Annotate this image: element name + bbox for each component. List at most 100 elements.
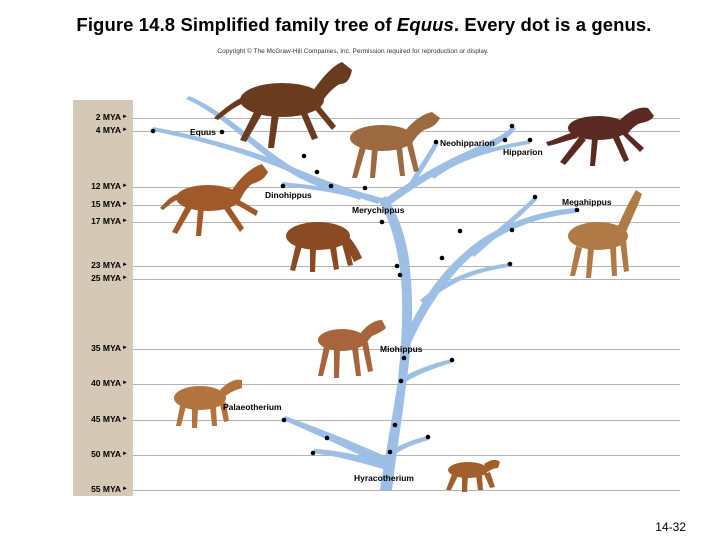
time-axis-band — [73, 100, 133, 496]
branch — [470, 197, 537, 257]
time-tick: 40 MYA ► — [73, 378, 128, 396]
genus-dot — [509, 227, 515, 233]
time-tick: 25 MYA ► — [73, 273, 128, 291]
time-tick: 4 MYA ► — [73, 125, 128, 143]
tick-arrow-icon: ► — [122, 416, 128, 422]
gridline — [133, 490, 680, 491]
time-tick: 15 MYA ► — [73, 199, 128, 217]
branch — [430, 140, 530, 179]
genus-dot — [219, 129, 225, 135]
genus-dot — [392, 422, 398, 428]
time-tick: 12 MYA ► — [73, 181, 128, 199]
genus-dot — [397, 272, 403, 278]
slide-number: 14-32 — [655, 520, 686, 534]
time-tick: 23 MYA ► — [73, 260, 128, 278]
genus-dot — [324, 435, 330, 441]
genus-label-palaeotherium: Palaeotherium — [223, 402, 282, 412]
genus-dot — [507, 261, 513, 267]
tick-label: 50 MYA — [91, 449, 121, 459]
gridline — [133, 118, 680, 119]
genus-label-hyracotherium: Hyracotherium — [354, 473, 414, 483]
miohippus-horse-illustration — [318, 320, 386, 378]
time-tick: 17 MYA ► — [73, 216, 128, 234]
gridline — [133, 384, 680, 385]
tick-arrow-icon: ► — [122, 275, 128, 281]
tick-label: 45 MYA — [91, 414, 121, 424]
tick-arrow-icon: ► — [122, 218, 128, 224]
genus-dot — [150, 128, 156, 134]
genus-label-equus: Equus — [190, 127, 216, 137]
time-tick: 50 MYA ► — [73, 449, 128, 467]
genus-dot — [310, 450, 316, 456]
hyracotherium-illustration — [446, 459, 500, 492]
neohipparion-branch — [408, 141, 439, 188]
genus-label-merychippus: Merychippus — [352, 205, 405, 215]
genus-dot — [301, 153, 307, 159]
merychippus-horse-illustration — [286, 222, 362, 272]
tick-label: 2 MYA — [95, 112, 121, 122]
tick-label: 25 MYA — [91, 273, 121, 283]
time-tick: 45 MYA ► — [73, 414, 128, 432]
trunk-branch — [378, 196, 413, 490]
branch — [282, 182, 362, 200]
genus-dot — [527, 137, 533, 143]
tick-label: 12 MYA — [91, 181, 121, 191]
genus-dot — [457, 228, 463, 234]
time-tick: 55 MYA ► — [73, 484, 128, 502]
genus-dot — [532, 194, 538, 200]
tick-label: 35 MYA — [91, 343, 121, 353]
genus-dot — [401, 355, 407, 361]
genus-dot — [328, 183, 334, 189]
genus-label-dinohippus: Dinohippus — [265, 190, 312, 200]
genus-dot — [425, 434, 431, 440]
tick-label: 15 MYA — [91, 199, 121, 209]
time-tick: 35 MYA ► — [73, 343, 128, 361]
gridline — [133, 420, 680, 421]
equus-horse-illustration — [214, 62, 352, 148]
genus-dot — [394, 263, 400, 269]
branch — [392, 436, 429, 455]
figure-title: Figure 14.8 Simplified family tree of Eq… — [76, 14, 652, 35]
megahippus-branch — [404, 208, 576, 345]
genus-dot — [379, 219, 385, 225]
hipparion-horse-illustration — [546, 107, 654, 166]
tick-arrow-icon: ► — [122, 201, 128, 207]
tick-label: 17 MYA — [91, 216, 121, 226]
genus-dot — [387, 449, 393, 455]
palaeotherium-illustration — [174, 379, 242, 428]
neohipparion-horse-illustration — [350, 112, 440, 178]
genus-label-neohipparion: Neohipparion — [440, 138, 495, 148]
tick-arrow-icon: ► — [122, 380, 128, 386]
branch — [402, 359, 452, 383]
tick-arrow-icon: ► — [122, 345, 128, 351]
genus-label-miohippus: Miohippus — [380, 344, 423, 354]
gridline — [133, 455, 680, 456]
genus-dot — [314, 169, 320, 175]
tick-arrow-icon: ► — [122, 451, 128, 457]
branch — [186, 96, 342, 192]
tick-arrow-icon: ► — [122, 183, 128, 189]
copyright-notice: Copyright © The McGraw-Hill Companies, I… — [217, 48, 489, 55]
tick-label: 40 MYA — [91, 378, 121, 388]
genus-dot — [449, 357, 455, 363]
genus-dot — [433, 139, 439, 145]
tick-arrow-icon: ► — [122, 486, 128, 492]
tick-arrow-icon: ► — [122, 114, 128, 120]
gridline — [133, 222, 680, 223]
tick-arrow-icon: ► — [122, 127, 128, 133]
genus-dot — [280, 183, 286, 189]
tick-label: 4 MYA — [95, 125, 121, 135]
megahippus-horse-illustration — [568, 190, 642, 278]
branch — [313, 449, 388, 470]
time-tick: 2 MYA ► — [73, 112, 128, 130]
genus-label-hipparion: Hipparion — [503, 147, 543, 157]
genus-dot — [502, 137, 508, 143]
genus-dot — [439, 255, 445, 261]
genus-dot — [362, 185, 368, 191]
genus-dots — [150, 123, 580, 456]
genus-dot — [281, 417, 287, 423]
genus-dot — [509, 123, 515, 129]
genus-dot — [574, 207, 580, 213]
branch — [420, 263, 510, 305]
tick-label: 23 MYA — [91, 260, 121, 270]
